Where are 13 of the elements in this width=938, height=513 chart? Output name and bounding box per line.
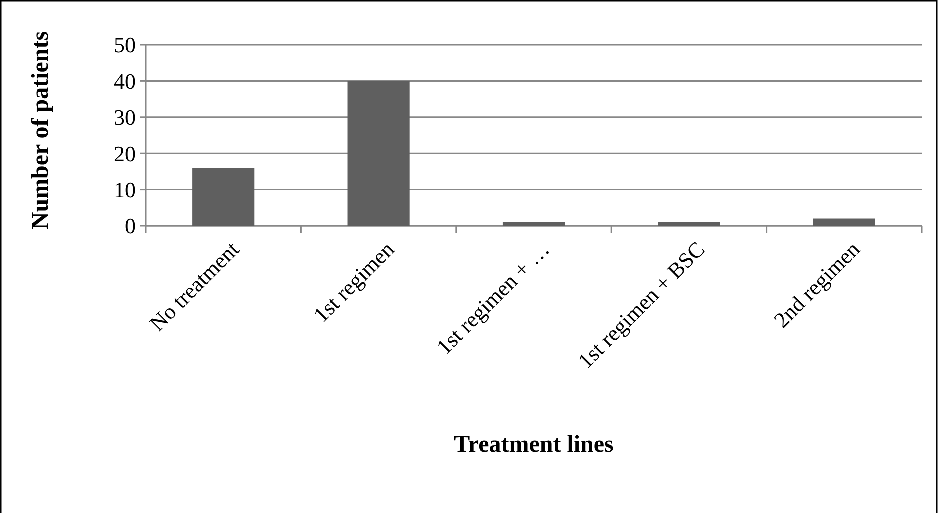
y-tick-label: 20 (114, 141, 136, 166)
y-tick-label: 0 (125, 214, 136, 239)
bar (813, 218, 876, 226)
x-axis-title: Treatment lines (454, 432, 614, 458)
bar (348, 81, 410, 226)
bar (658, 222, 720, 226)
y-tick-label: 10 (114, 178, 136, 202)
y-axis-title: Number of patients (28, 31, 54, 230)
bar (502, 222, 566, 226)
y-tick-label: 30 (114, 105, 136, 130)
y-tick-label: 50 (114, 32, 136, 58)
bar (192, 168, 255, 226)
y-tick-label: 40 (114, 68, 136, 94)
